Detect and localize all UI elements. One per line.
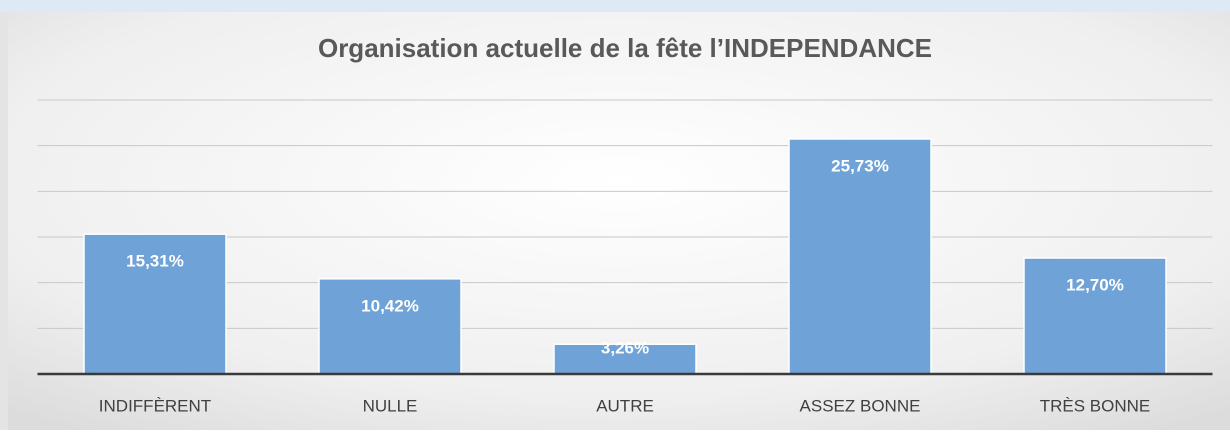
top-strip bbox=[0, 0, 1230, 12]
x-tick-label: ASSEZ BONNE bbox=[800, 396, 921, 415]
left-strip bbox=[0, 12, 8, 430]
data-label: 3,26% bbox=[601, 339, 649, 358]
data-label: 25,73% bbox=[831, 156, 889, 175]
bar bbox=[83, 233, 227, 375]
chart-title: Organisation actuelle de la fête l’INDEP… bbox=[318, 33, 932, 63]
bar bbox=[318, 278, 462, 375]
x-tick-label: AUTRE bbox=[596, 396, 654, 415]
bar bbox=[553, 343, 697, 375]
x-tick-label: NULLE bbox=[363, 396, 418, 415]
data-label: 10,42% bbox=[361, 296, 419, 315]
x-tick-label: INDIFFÈRENT bbox=[99, 396, 211, 415]
x-tick-label: TRÈS BONNE bbox=[1040, 396, 1151, 415]
data-label: 15,31% bbox=[126, 252, 184, 271]
bar bbox=[788, 138, 932, 375]
bar bbox=[1023, 257, 1167, 375]
data-label: 12,70% bbox=[1066, 275, 1124, 294]
